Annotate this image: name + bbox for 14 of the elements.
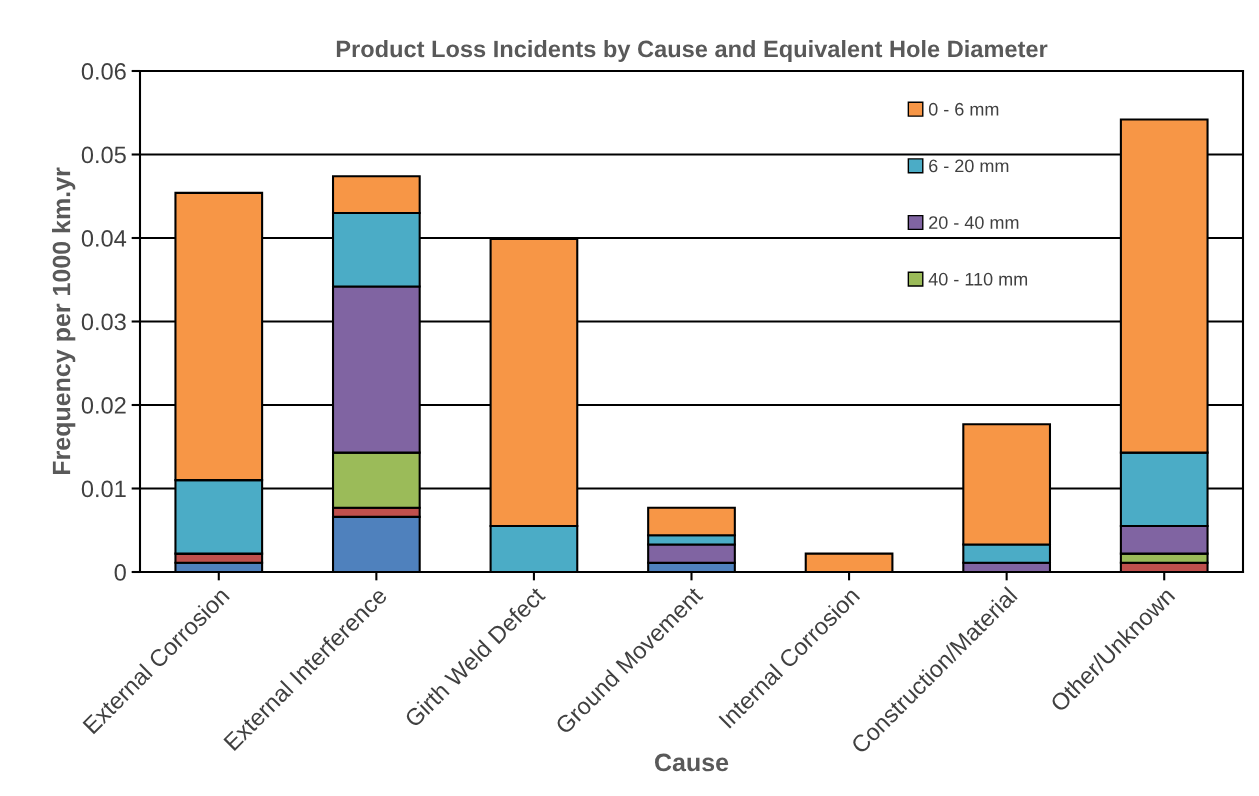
y-tick-label: 0.04	[81, 230, 127, 247]
y-tick-label: 0.03	[81, 313, 126, 331]
chart-title: Product Loss Incidents by Cause and Equivalent Hole Diameter	[336, 40, 1048, 63]
y-tick-label: 0	[114, 564, 126, 581]
legend-label: 40 - 110 mm	[928, 272, 1028, 286]
legend-label: 20 - 40 mm	[929, 216, 1019, 229]
y-axis-title: Frequency per 1000 km.yr	[52, 167, 76, 475]
y-tick-label: 0.01	[81, 480, 126, 498]
x-axis-title: Cause	[655, 753, 729, 772]
legend-label: 0 - 6 mm	[928, 102, 999, 116]
y-tick-label: 0.02	[81, 397, 126, 414]
y-tick-label: 0.05	[81, 146, 126, 164]
y-tick-label: 0.06	[81, 63, 126, 80]
legend-label: 6 - 20 mm	[929, 159, 1009, 173]
